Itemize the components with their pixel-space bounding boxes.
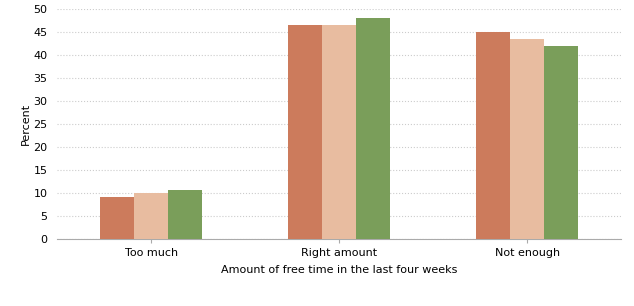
Bar (288, 25, 322, 239)
Bar (544, 46, 578, 239)
Bar (134, 193, 168, 239)
Bar (322, 25, 356, 239)
Bar (510, 39, 544, 239)
Bar (356, 18, 390, 239)
X-axis label: Amount of free time in the last four weeks: Amount of free time in the last four wee… (221, 265, 457, 275)
Bar (477, 32, 510, 239)
Bar (168, 190, 202, 239)
Y-axis label: Percent: Percent (20, 103, 30, 145)
Bar (100, 197, 134, 239)
